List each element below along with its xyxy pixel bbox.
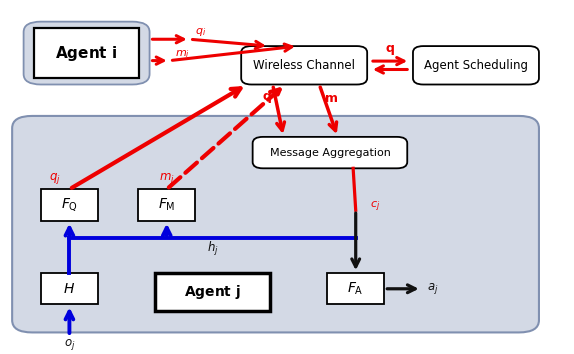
Text: Wireless Channel: Wireless Channel xyxy=(253,59,355,72)
Text: $\mathbf{q}$: $\mathbf{q}$ xyxy=(262,91,272,105)
FancyBboxPatch shape xyxy=(12,116,539,332)
Text: $c_j$: $c_j$ xyxy=(370,200,381,214)
FancyBboxPatch shape xyxy=(34,28,139,78)
Text: $F_{\mathrm{A}}$: $F_{\mathrm{A}}$ xyxy=(347,281,364,297)
Text: $q_j$: $q_j$ xyxy=(49,171,61,186)
Text: $a_j$: $a_j$ xyxy=(427,281,439,296)
FancyBboxPatch shape xyxy=(41,189,98,221)
Text: $q_i$: $q_i$ xyxy=(195,26,207,38)
Text: $h_j$: $h_j$ xyxy=(207,240,219,258)
FancyBboxPatch shape xyxy=(138,189,195,221)
Text: Message Aggregation: Message Aggregation xyxy=(270,148,390,158)
Text: $\mathbf{q}$: $\mathbf{q}$ xyxy=(385,42,395,57)
Text: $H$: $H$ xyxy=(63,282,75,296)
Text: Agent $\mathbf{i}$: Agent $\mathbf{i}$ xyxy=(55,44,118,63)
FancyBboxPatch shape xyxy=(156,273,270,312)
Text: $m_i$: $m_i$ xyxy=(175,48,191,59)
FancyBboxPatch shape xyxy=(327,273,385,304)
Text: $F_{\mathrm{Q}}$: $F_{\mathrm{Q}}$ xyxy=(61,196,78,213)
FancyBboxPatch shape xyxy=(253,137,407,168)
FancyBboxPatch shape xyxy=(241,46,367,85)
FancyBboxPatch shape xyxy=(41,273,98,304)
FancyBboxPatch shape xyxy=(413,46,539,85)
Text: $o_j$: $o_j$ xyxy=(64,337,75,352)
Text: Agent $\mathbf{j}$: Agent $\mathbf{j}$ xyxy=(184,283,241,301)
Text: $F_{\mathrm{M}}$: $F_{\mathrm{M}}$ xyxy=(158,197,176,213)
Text: Agent Scheduling: Agent Scheduling xyxy=(424,59,528,72)
Text: $\mathbf{m}$: $\mathbf{m}$ xyxy=(324,92,338,105)
Text: $m_j$: $m_j$ xyxy=(159,171,174,186)
FancyBboxPatch shape xyxy=(24,22,150,85)
